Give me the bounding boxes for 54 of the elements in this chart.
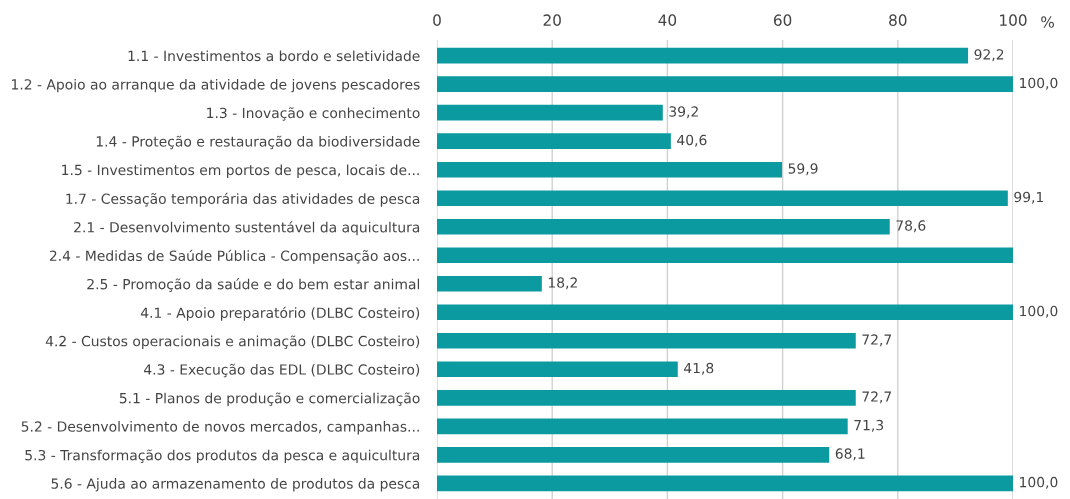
data-label: 72,7 [862, 334, 892, 347]
y-tick-label: 4.2 - Custos operacionais e animação (DLBC Costeiro) [45, 335, 420, 350]
y-tick-label: 1.3 - Inovação e conhecimento [207, 107, 420, 121]
x-axis-title: % [1041, 16, 1054, 28]
bar [437, 76, 1013, 93]
bar [437, 304, 1013, 321]
bar [437, 475, 1013, 492]
x-tick-label: 100 [1000, 14, 1027, 26]
data-label: 40,6 [677, 134, 707, 147]
y-tick-label: 5.6 - Ajuda ao armazenamento de produtos da pesca [51, 478, 420, 492]
bar [437, 275, 542, 292]
data-label: 92,2 [974, 49, 1004, 62]
bar [437, 418, 848, 435]
y-tick-label: 1.7 - Cessação temporária das atividades de pesca [66, 192, 420, 207]
bar [437, 361, 678, 378]
bar [437, 332, 856, 349]
x-tick-label: 80 [889, 14, 907, 26]
y-tick-label: 1.4 - Proteção e restauração da biodiversidade [96, 135, 420, 150]
data-label: 39,2 [669, 106, 698, 119]
x-tick-label: 40 [658, 14, 677, 26]
x-tick-label: 0 [433, 14, 441, 26]
data-label: 68,1 [835, 448, 865, 461]
y-tick-label: 2.5 - Promoção da saúde e do bem estar animal [87, 278, 420, 292]
y-tick-label: 4.1 - Apoio preparatório (DLBC Costeiro) [140, 306, 420, 321]
y-tick-label: 5.1 - Planos de produção e comercialização [119, 392, 420, 407]
y-tick-label: 5.2 - Desenvolvimento de novos mercados, campanhas... [21, 421, 419, 435]
data-label: 18,2 [548, 277, 577, 290]
y-tick-label: 1.1 - Investimentos a bordo e seletividade [128, 50, 420, 62]
y-tick-label: 4.3 - Execução das EDL (DLBC Costeiro) [144, 363, 420, 378]
bar [437, 389, 856, 406]
data-label: 100,0 [1020, 476, 1058, 489]
bar [437, 133, 671, 150]
data-label: 72,7 [862, 391, 892, 404]
bar [437, 446, 830, 463]
y-tick-label: 2.1 - Desenvolvimento sustentável da aquicultura [74, 221, 420, 236]
data-label: 71,3 [854, 419, 884, 432]
data-label: 100,0 [1020, 77, 1058, 90]
bar [437, 247, 1013, 264]
bar [437, 47, 969, 64]
data-label: 100,0 [1020, 305, 1058, 318]
y-tick-label: 1.2 - Apoio ao arranque da atividade de jovens pescadores [12, 78, 420, 93]
data-label: 78,6 [896, 220, 926, 233]
y-tick-label: 1.5 - Investimentos em portos de pesca, locais de... [62, 164, 419, 178]
x-tick-label: 60 [773, 14, 792, 26]
y-tick-label: 2.4 - Medidas de Saúde Pública - Compensação aos... [49, 249, 419, 264]
bar [437, 104, 663, 121]
data-label: 59,9 [788, 163, 818, 176]
y-tick-label: 5.3 - Transformação dos produtos da pesca e aquicultura [25, 449, 420, 464]
bar [437, 218, 890, 235]
x-tick-label: 20 [543, 14, 561, 26]
bar [437, 161, 783, 178]
bar [437, 190, 1008, 207]
data-label: 99,1 [1014, 191, 1044, 204]
data-label: 41,8 [684, 362, 714, 375]
